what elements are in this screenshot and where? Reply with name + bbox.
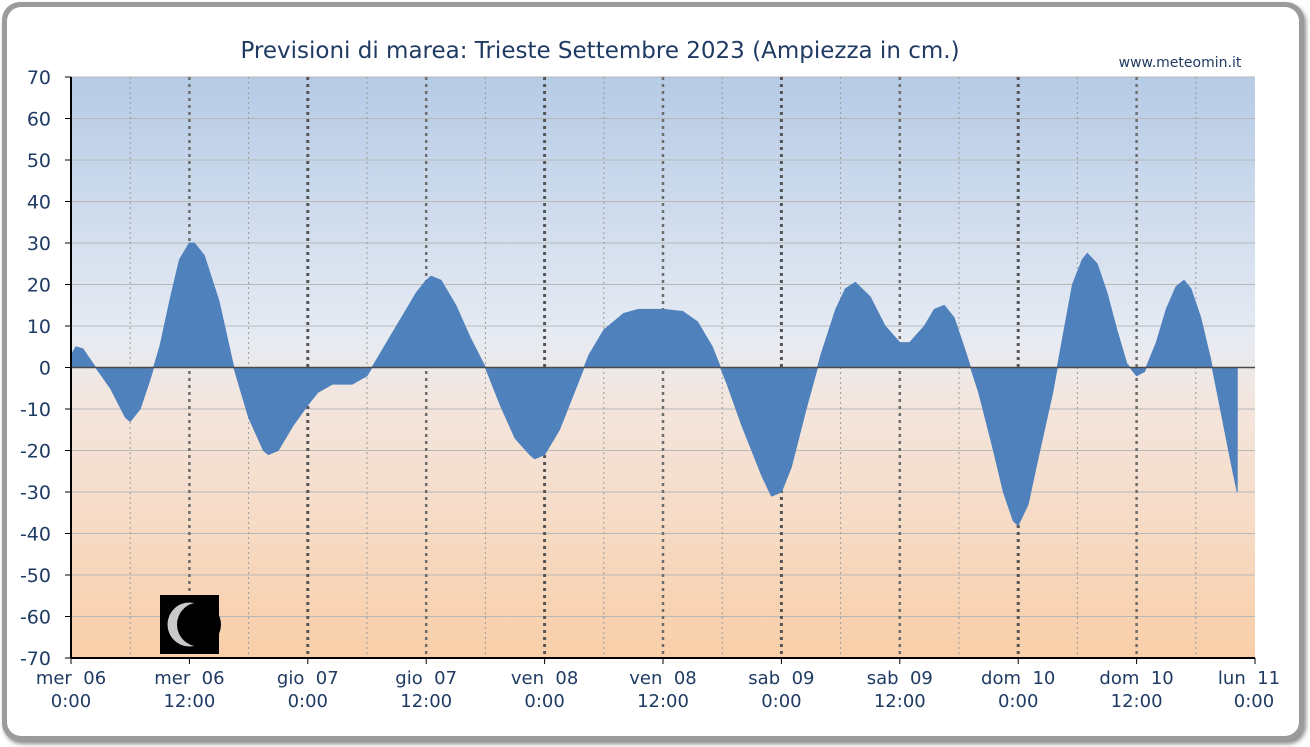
x-tick-time-label: 0:00 — [761, 691, 801, 712]
x-tick-time-label: 0:00 — [51, 691, 91, 712]
x-tick-day-label: lun 11 — [1218, 668, 1280, 689]
y-tick-label: 20 — [27, 275, 51, 297]
x-tick-time-label: 12:00 — [400, 691, 452, 712]
y-tick-label: -20 — [20, 441, 51, 463]
x-tick-day-label: mer 06 — [154, 668, 224, 689]
x-tick-time-label: 0:00 — [1234, 691, 1274, 712]
x-tick-time-label: 12:00 — [874, 691, 926, 712]
y-tick-label: -10 — [20, 399, 51, 421]
major-gridlines — [188, 77, 1138, 658]
x-tick-day-label: gio 07 — [395, 668, 457, 689]
x-tick-day-label: sab 09 — [748, 668, 814, 689]
x-tick-time-label: 0:00 — [288, 691, 328, 712]
y-tick-label: -60 — [20, 607, 51, 629]
x-tick-day-label: gio 07 — [277, 668, 339, 689]
y-axis-ticks: 70 60 50 40 30 20 10 0 -10 -20 -30 -40 -50 -60 -70 — [20, 67, 71, 670]
x-tick-time-label: 12:00 — [163, 691, 215, 712]
x-tick-day-label: dom 10 — [1099, 668, 1173, 689]
y-tick-label: 30 — [27, 233, 51, 255]
x-tick-time-label: 0:00 — [524, 691, 564, 712]
moon-phase-icon — [160, 595, 221, 654]
y-tick-label: 40 — [27, 192, 51, 214]
x-tick-time-label: 0:00 — [998, 691, 1038, 712]
x-tick-time-label: 12:00 — [1111, 691, 1163, 712]
y-tick-label: 70 — [27, 67, 51, 89]
source-credit: www.meteomin.it — [1119, 55, 1242, 71]
y-tick-label: -40 — [20, 524, 51, 546]
y-tick-label: 60 — [27, 109, 51, 131]
x-tick-day-label: ven 08 — [511, 668, 578, 689]
x-tick-day-label: ven 08 — [629, 668, 696, 689]
chart-title: Previsioni di marea: Trieste Settembre 2… — [240, 38, 959, 64]
x-tick-day-label: dom 10 — [981, 668, 1055, 689]
y-tick-label: 0 — [39, 358, 51, 380]
y-tick-label: -50 — [20, 565, 51, 587]
tide-area — [70, 242, 1238, 527]
y-tick-label: -30 — [20, 482, 51, 504]
x-tick-time-label: 12:00 — [637, 691, 689, 712]
x-tick-day-label: mer 06 — [36, 668, 106, 689]
x-tick-day-label: sab 09 — [867, 668, 933, 689]
y-tick-label: 10 — [27, 316, 51, 338]
y-tick-label: -70 — [20, 648, 51, 670]
y-tick-label: 50 — [27, 150, 51, 172]
